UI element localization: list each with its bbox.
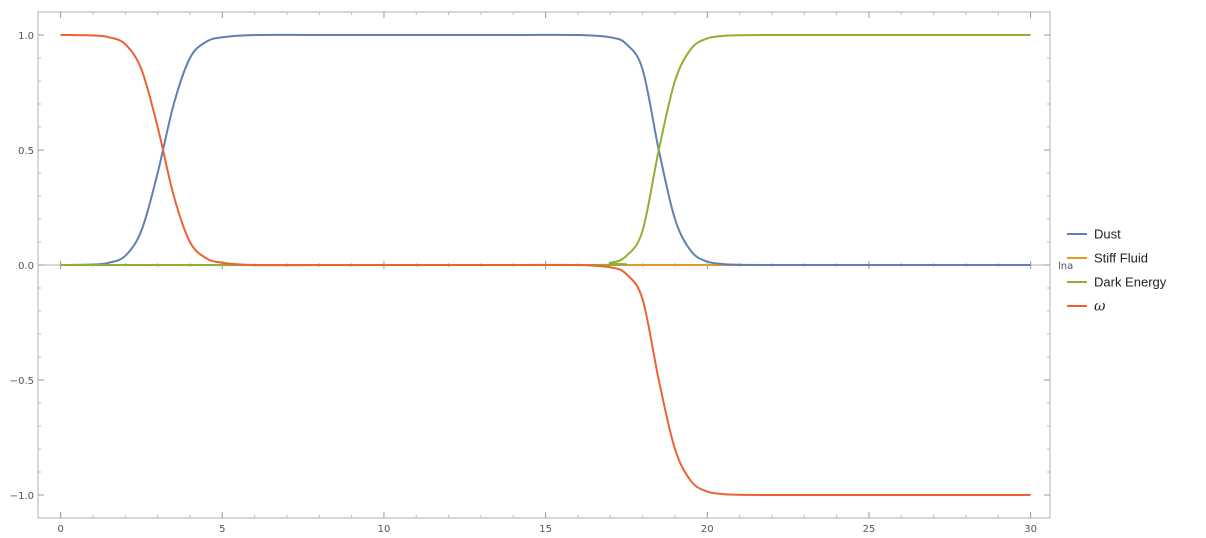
x-tick-label: 5 bbox=[219, 524, 225, 535]
legend-label-stiff-fluid: Stiff Fluid bbox=[1094, 251, 1148, 266]
series-line-dark-energy bbox=[60, 33, 1031, 267]
axis-tick-labels: 0 5 10 15 20 25 30 1.0 0.5 0.0 −0.5 −1.0 bbox=[10, 31, 1037, 535]
x-tick-label: 30 bbox=[1024, 524, 1037, 535]
x-tick-label: 0 bbox=[57, 524, 63, 535]
x-axis-label: lna bbox=[1058, 261, 1073, 272]
legend-label-dust: Dust bbox=[1094, 227, 1121, 242]
series-line-dust bbox=[60, 33, 1031, 267]
y-tick-label: −1.0 bbox=[10, 491, 34, 502]
legend: Dust Stiff Fluid Dark Energy ω bbox=[1067, 227, 1167, 315]
series-lines bbox=[60, 33, 1031, 497]
y-tick-label: 0.5 bbox=[18, 146, 34, 157]
x-tick-label: 15 bbox=[539, 524, 552, 535]
y-tick-label: −0.5 bbox=[10, 376, 34, 387]
legend-label-dark-energy: Dark Energy bbox=[1094, 275, 1167, 290]
legend-label-omega: ω bbox=[1094, 299, 1106, 315]
x-tick-label: 25 bbox=[863, 524, 876, 535]
series-line-omega bbox=[60, 34, 1031, 497]
x-tick-label: 10 bbox=[378, 524, 391, 535]
y-tick-label: 1.0 bbox=[18, 31, 34, 42]
axis-ticks bbox=[38, 12, 1050, 518]
x-tick-label: 20 bbox=[701, 524, 714, 535]
y-tick-label: 0.0 bbox=[18, 261, 34, 272]
